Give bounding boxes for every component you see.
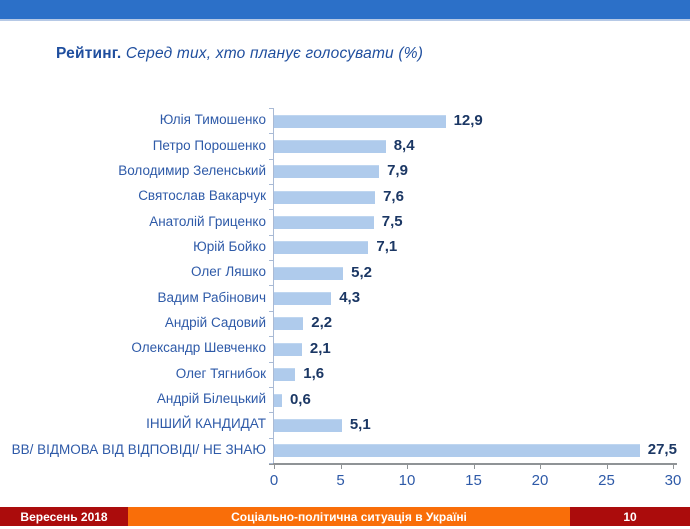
bar xyxy=(274,241,369,255)
category-label: ВВ/ ВІДМОВА ВІД ВІДПОВІДІ/ НЕ ЗНАЮ xyxy=(11,441,266,457)
bar xyxy=(274,292,332,306)
x-axis-tick-label: 25 xyxy=(598,472,615,489)
value-label: 2,1 xyxy=(309,339,331,357)
category-label: Юлія Тимошенко xyxy=(159,112,266,128)
y-axis-tick xyxy=(269,108,273,109)
bar xyxy=(274,393,282,407)
chart-row: Андрій Садовий 2,2 xyxy=(0,311,690,336)
value-label: 7,6 xyxy=(383,187,404,205)
category-label: Святослав Вакарчук xyxy=(138,188,266,204)
category-label: Володимир Зеленський xyxy=(118,162,266,178)
footer-bar: Вересень 2018 Соціально-політична ситуац… xyxy=(0,507,690,526)
y-axis-tick xyxy=(269,462,273,464)
bar xyxy=(274,368,296,382)
y-axis-line xyxy=(273,108,274,464)
category-label: Петро Порошенко xyxy=(152,137,266,153)
chart-row: Петро Порошенко 8,4 xyxy=(0,133,690,158)
chart-row: Юрій Бойко 7,1 xyxy=(0,235,690,260)
category-label: Олег Тягнибок xyxy=(175,365,266,381)
bar xyxy=(274,114,446,128)
chart-row: ВВ/ ВІДМОВА ВІД ВІДПОВІДІ/ НЕ ЗНАЮ 27,5 xyxy=(0,438,690,463)
value-label: 5,2 xyxy=(351,263,373,281)
chart-row: Святослав Вакарчук 7,6 xyxy=(0,184,690,209)
y-axis-tick xyxy=(269,336,273,338)
x-axis-tick xyxy=(340,465,342,469)
value-label: 7,1 xyxy=(376,238,398,256)
bar xyxy=(274,342,302,356)
x-axis-tick xyxy=(540,465,541,469)
x-axis-tick xyxy=(274,465,275,469)
y-axis-tick xyxy=(269,234,273,236)
bar xyxy=(274,216,374,230)
value-label: 5,1 xyxy=(349,415,371,433)
y-axis-tick xyxy=(269,209,273,211)
x-axis-tick-label: 15 xyxy=(465,472,482,489)
bar xyxy=(274,418,342,432)
footer-date: Вересень 2018 xyxy=(0,507,128,526)
bar xyxy=(274,266,344,280)
category-label: Андрій Садовий xyxy=(164,314,266,330)
x-axis-tick-label: 0 xyxy=(269,472,279,489)
chart-row: Юлія Тимошенко 12,9 xyxy=(0,108,690,133)
chart-title: Рейтинг. Серед тих, хто планує голосуват… xyxy=(56,45,423,63)
x-axis-tick-label: 20 xyxy=(531,472,549,489)
y-axis-tick xyxy=(269,133,273,135)
y-axis-tick xyxy=(269,260,273,262)
chart-title-italic: Серед тих, хто планує голосувати (%) xyxy=(121,45,424,62)
top-accent-bar xyxy=(0,0,690,21)
value-label: 2,2 xyxy=(311,314,333,332)
category-label: Вадим Рабінович xyxy=(157,289,266,305)
chart-row: Анатолій Гриценко 7,5 xyxy=(0,209,690,234)
chart-row: Андрій Білецький 0,6 xyxy=(0,387,690,412)
y-axis-tick xyxy=(269,437,273,439)
category-label: ІНШИЙ КАНДИДАТ xyxy=(146,416,266,432)
y-axis-tick xyxy=(269,412,273,414)
x-axis-tick-label: 10 xyxy=(398,472,416,489)
x-axis-tick xyxy=(673,465,674,469)
category-label: Олександр Шевченко xyxy=(131,340,266,356)
value-label: 7,5 xyxy=(381,213,403,231)
x-axis-tick-label: 5 xyxy=(336,472,345,489)
chart-row: Олександр Шевченко 2,1 xyxy=(0,336,690,361)
chart-row: Олег Тягнибок 1,6 xyxy=(0,362,690,387)
chart-row: Олег Ляшко 5,2 xyxy=(0,260,690,285)
y-axis-tick xyxy=(269,184,273,186)
category-label: Юрій Бойко xyxy=(193,238,266,254)
x-axis-tick xyxy=(473,465,475,469)
category-label: Олег Ляшко xyxy=(191,264,266,280)
value-label: 7,9 xyxy=(387,162,408,180)
chart-row: Вадим Рабінович 4,3 xyxy=(0,285,690,310)
value-label: 0,6 xyxy=(289,390,311,408)
y-axis-tick xyxy=(269,310,273,312)
category-label: Андрій Білецький xyxy=(156,391,266,407)
y-axis-tick xyxy=(269,285,273,287)
x-axis-tick xyxy=(606,465,608,469)
footer-title: Соціально-політична ситуація в Україні xyxy=(128,507,570,526)
footer-page-number: 10 xyxy=(570,507,690,526)
y-axis-tick xyxy=(269,361,273,363)
bar xyxy=(274,190,376,204)
x-axis-tick xyxy=(407,465,408,469)
chart-row: ІНШИЙ КАНДИДАТ 5,1 xyxy=(0,412,690,437)
y-axis-tick xyxy=(269,386,273,388)
bar xyxy=(274,140,386,154)
value-label: 1,6 xyxy=(303,365,325,383)
value-label: 8,4 xyxy=(393,137,415,155)
x-axis-tick-label: 30 xyxy=(664,472,682,489)
bar xyxy=(274,317,304,331)
category-label: Анатолій Гриценко xyxy=(149,213,266,229)
chart-title-bold: Рейтинг. xyxy=(56,45,122,62)
bar xyxy=(274,444,640,458)
y-axis-tick xyxy=(269,158,273,160)
chart-row: Володимир Зеленський 7,9 xyxy=(0,159,690,184)
x-axis-line xyxy=(269,463,677,465)
bar xyxy=(274,165,380,179)
value-label: 12,9 xyxy=(453,111,483,129)
value-label: 27,5 xyxy=(647,441,677,459)
value-label: 4,3 xyxy=(339,289,361,307)
